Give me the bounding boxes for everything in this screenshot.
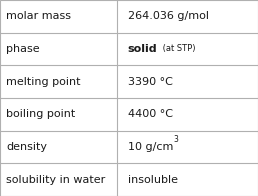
Text: 10 g/cm: 10 g/cm [128, 142, 173, 152]
Text: insoluble: insoluble [128, 175, 178, 185]
Text: phase: phase [6, 44, 40, 54]
Text: melting point: melting point [6, 77, 81, 87]
Text: 264.036 g/mol: 264.036 g/mol [128, 11, 209, 21]
Text: 3390 °C: 3390 °C [128, 77, 173, 87]
Text: 4400 °C: 4400 °C [128, 109, 173, 119]
Text: solid: solid [128, 44, 157, 54]
Text: density: density [6, 142, 47, 152]
Text: 3: 3 [173, 135, 178, 144]
Text: (at STP): (at STP) [160, 44, 195, 54]
Text: boiling point: boiling point [6, 109, 76, 119]
Text: molar mass: molar mass [6, 11, 71, 21]
Text: solubility in water: solubility in water [6, 175, 106, 185]
